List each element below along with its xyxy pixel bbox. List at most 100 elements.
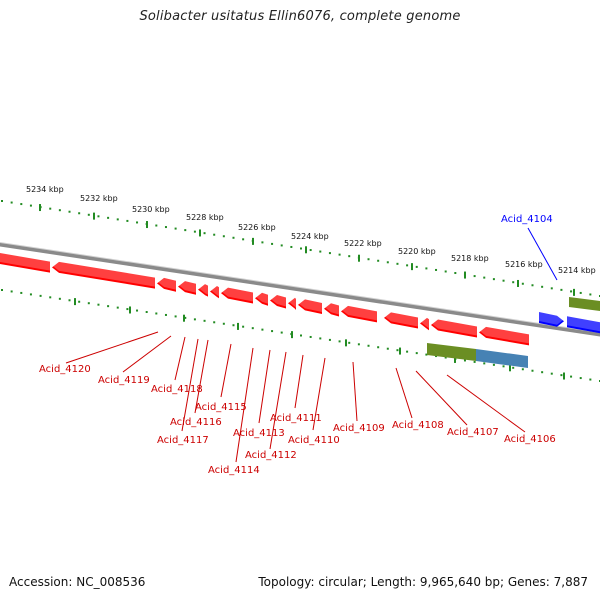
inner-minor-tick bbox=[184, 316, 187, 319]
outer-minor-tick bbox=[473, 275, 476, 278]
outer-minor-tick bbox=[483, 276, 486, 279]
reverse-gene-arrow bbox=[324, 303, 339, 317]
outer-minor-tick bbox=[338, 253, 341, 256]
scale-label: 5218 kbp bbox=[451, 254, 489, 263]
outer-minor-tick bbox=[406, 264, 409, 267]
outer-minor-tick bbox=[242, 238, 245, 241]
genome-title: Solibacter usitatus Ellin6076, complete … bbox=[139, 9, 461, 24]
inner-minor-tick bbox=[579, 377, 582, 380]
outer-minor-tick bbox=[116, 218, 119, 221]
inner-minor-tick bbox=[502, 365, 505, 368]
reverse-gene-arrow bbox=[221, 287, 253, 304]
callout-line bbox=[446, 374, 526, 433]
inner-minor-tick bbox=[271, 330, 274, 333]
outer-minor-tick bbox=[136, 221, 139, 224]
outer-minor-tick bbox=[309, 249, 312, 252]
reverse-gene-arrow-shade bbox=[288, 295, 296, 309]
scale-label: 5232 kbp bbox=[80, 194, 118, 203]
scale-label: 5216 kbp bbox=[505, 260, 543, 269]
gene-label-acid-4107[interactable]: Acid_4107 bbox=[447, 427, 499, 438]
gene-label-acid-4117[interactable]: Acid_4117 bbox=[157, 435, 209, 446]
gene-label-acid-4112[interactable]: Acid_4112 bbox=[245, 450, 297, 461]
gene-label-acid-4114[interactable]: Acid_4114 bbox=[208, 465, 260, 476]
outer-minor-tick bbox=[174, 227, 177, 230]
genome-backbone bbox=[0, 242, 600, 337]
gene-label-acid-4106[interactable]: Acid_4106 bbox=[504, 434, 556, 445]
inner-minor-tick bbox=[29, 293, 32, 296]
inner-minor-tick bbox=[550, 372, 553, 375]
inner-major-tick bbox=[509, 364, 511, 372]
gene-label-acid-4116[interactable]: Acid_4116 bbox=[170, 417, 222, 428]
inner-minor-tick bbox=[357, 343, 360, 346]
gene-label-acid-4120[interactable]: Acid_4120 bbox=[39, 364, 91, 375]
reverse-gene-arrow bbox=[52, 261, 155, 289]
reverse-gene-arrow bbox=[270, 295, 286, 309]
callout-line bbox=[122, 335, 172, 373]
inner-minor-tick bbox=[136, 309, 139, 312]
inner-minor-tick bbox=[386, 347, 389, 350]
inner-minor-tick bbox=[406, 350, 409, 353]
scale-label: 5230 kbp bbox=[132, 205, 170, 214]
forward-gene-arrow bbox=[567, 316, 600, 334]
reverse-gene-arrow bbox=[384, 312, 418, 329]
reverse-gene-arrow-shade bbox=[157, 275, 176, 290]
reverse-gene-arrow bbox=[479, 326, 529, 346]
reverse-gene-arrow bbox=[341, 305, 377, 323]
gene-label-acid-4113[interactable]: Acid_4113 bbox=[233, 428, 285, 439]
inner-major-tick bbox=[345, 339, 347, 347]
inner-minor-tick bbox=[251, 327, 254, 330]
outer-minor-tick bbox=[280, 244, 283, 247]
reverse-gene-arrow-shade bbox=[384, 310, 418, 327]
scale-label: 5226 kbp bbox=[238, 223, 276, 232]
inner-minor-tick bbox=[232, 324, 235, 327]
scale-label: 5224 kbp bbox=[291, 232, 329, 241]
outer-major-tick bbox=[464, 271, 466, 279]
inner-minor-tick bbox=[541, 371, 544, 374]
reverse-gene-arrow bbox=[255, 292, 268, 306]
outer-minor-tick bbox=[531, 284, 534, 287]
accession-text: Accession: NC_008536 bbox=[9, 575, 146, 589]
gene-label-acid-4109[interactable]: Acid_4109 bbox=[333, 423, 385, 434]
reverse-gene-arrow-shade bbox=[178, 279, 196, 293]
outer-minor-tick bbox=[570, 290, 573, 293]
gene-label-acid-4110[interactable]: Acid_4110 bbox=[288, 435, 340, 446]
outer-minor-tick bbox=[541, 285, 544, 288]
gene-label-acid-4115[interactable]: Acid_4115 bbox=[195, 402, 247, 413]
inner-minor-tick bbox=[155, 312, 158, 315]
gene-label-acid-4118[interactable]: Acid_4118 bbox=[151, 384, 203, 395]
inner-minor-tick bbox=[203, 319, 206, 322]
scale-label: 5222 kbp bbox=[344, 239, 382, 248]
inner-minor-tick bbox=[492, 363, 495, 366]
outer-minor-tick bbox=[10, 201, 13, 204]
blue-feature bbox=[476, 349, 528, 368]
callout-line bbox=[235, 347, 254, 463]
inner-minor-tick bbox=[68, 299, 71, 302]
outer-minor-tick bbox=[29, 204, 32, 207]
inner-minor-tick bbox=[193, 318, 196, 321]
reverse-gene-arrow bbox=[198, 284, 208, 297]
gene-label-acid-4108[interactable]: Acid_4108 bbox=[392, 420, 444, 431]
inner-minor-tick bbox=[328, 338, 331, 341]
outer-minor-tick bbox=[222, 235, 225, 238]
reverse-gene-arrow-shade bbox=[324, 301, 339, 315]
inner-minor-tick bbox=[126, 308, 129, 311]
inner-minor-tick bbox=[174, 315, 177, 318]
inner-minor-tick bbox=[300, 334, 302, 337]
gene-label-acid-4111[interactable]: Acid_4111 bbox=[270, 413, 322, 424]
gene-label-acid-4119[interactable]: Acid_4119 bbox=[98, 375, 150, 386]
inner-minor-tick bbox=[261, 328, 264, 331]
inner-minor-tick bbox=[145, 311, 148, 314]
outer-minor-tick bbox=[560, 288, 563, 291]
inner-major-tick bbox=[563, 372, 565, 380]
outer-minor-tick bbox=[396, 262, 399, 265]
inner-major-tick bbox=[129, 306, 131, 314]
genome-summary-text: Topology: circular; Length: 9,965,640 bp… bbox=[258, 575, 588, 589]
inner-minor-tick bbox=[570, 375, 573, 378]
forward-gene-arrow-shade bbox=[567, 314, 600, 332]
gene-label-acid-4104[interactable]: Acid_4104 bbox=[501, 214, 553, 225]
forward-gene-arrow-shade bbox=[539, 309, 564, 325]
scale-label: 5220 kbp bbox=[398, 247, 436, 256]
inner-minor-tick bbox=[20, 291, 23, 294]
inner-minor-tick bbox=[483, 362, 486, 365]
